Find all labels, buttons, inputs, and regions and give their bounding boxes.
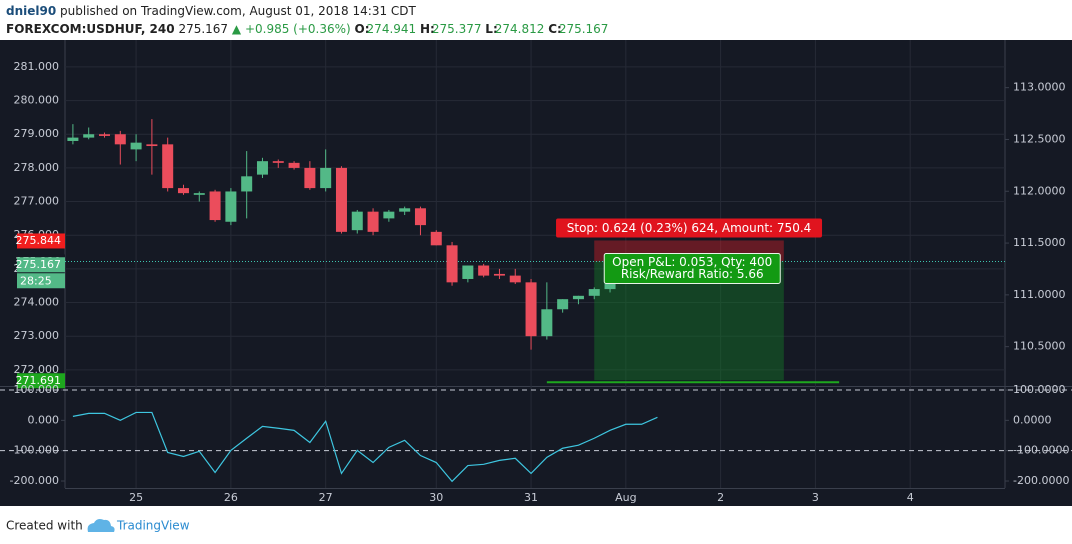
y-tick-label: 274.000 <box>14 296 60 309</box>
y2-tick-label: -100.0000 <box>1013 444 1069 457</box>
y-tick-label: 273.000 <box>14 329 60 342</box>
tradingview-logo <box>87 519 115 532</box>
y-tick-label: -100.000 <box>10 444 59 457</box>
candle-body <box>572 295 584 300</box>
close-label: C: <box>548 22 562 36</box>
open: 274.941 <box>367 22 417 36</box>
candle-body <box>351 211 363 231</box>
footer-created: Created with <box>6 519 83 533</box>
y-tick-label: 272.000 <box>14 363 60 376</box>
candle-body <box>67 137 79 141</box>
x-tick-label: 26 <box>224 491 238 504</box>
y-tick-label: 281.000 <box>14 60 60 73</box>
x-tick-label: 25 <box>129 491 143 504</box>
candle-body <box>367 211 379 232</box>
change: +0.985 (+0.36%) <box>245 22 351 36</box>
candle-body <box>272 161 284 163</box>
x-tick-label: 4 <box>907 491 914 504</box>
x-tick-label: 3 <box>812 491 819 504</box>
last-price-label: 275.167 <box>16 258 62 271</box>
candle-body <box>446 245 458 283</box>
y-tick-label: 279.000 <box>14 127 60 140</box>
close: 275.167 <box>559 22 609 36</box>
stop-price-label: 275.844 <box>16 234 62 247</box>
candle-body <box>130 142 142 150</box>
y2-tick-label: 111.5000 <box>1013 236 1066 249</box>
candle-body <box>525 282 537 337</box>
published: published on TradingView.com, August 01,… <box>60 4 416 18</box>
y-tick-label: 280.000 <box>14 94 60 107</box>
x-tick-label: 31 <box>524 491 538 504</box>
symbol-line: FOREXCOM:USDHUF, 240 275.167 ▲ +0.985 (+… <box>6 22 608 36</box>
candle-body <box>557 299 569 310</box>
candle-body <box>462 265 474 279</box>
candle-body <box>430 231 442 246</box>
candle-body <box>98 134 110 136</box>
candle-body <box>225 191 237 222</box>
target-price-label: 271.691 <box>16 374 62 387</box>
candle-body <box>478 265 490 276</box>
candle-body <box>493 273 505 276</box>
header-line: dniel90 published on TradingView.com, Au… <box>6 4 417 18</box>
stop-callout: Stop: 0.624 (0.23%) 624, Amount: 750.4 <box>567 221 812 235</box>
ratio-callout: Risk/Reward Ratio: 5.66 <box>621 267 764 281</box>
candle-body <box>162 144 174 189</box>
y-tick-label: 0.000 <box>28 413 60 426</box>
low: 274.812 <box>495 22 545 36</box>
countdown-box <box>17 273 65 289</box>
indicator-line <box>72 411 658 483</box>
candle-body <box>320 167 332 189</box>
candle-body <box>209 191 221 221</box>
footer-brand[interactable]: TradingView <box>116 519 190 533</box>
pnl-callout: Open P&L: 0.053, Qty: 400 <box>612 255 772 269</box>
x-tick-label: Aug <box>615 491 636 504</box>
y-tick-label: 277.000 <box>14 195 60 208</box>
last-price: 275.167 <box>178 22 228 36</box>
candle-body <box>146 144 158 147</box>
x-tick-label: 2 <box>717 491 724 504</box>
last-price-label-box <box>17 257 65 273</box>
arrow: ▲ <box>232 22 242 36</box>
candle-body <box>541 309 553 337</box>
y-tick-label: 278.000 <box>14 161 60 174</box>
low-label: L: <box>485 22 497 36</box>
candle-body <box>288 162 300 168</box>
x-tick-label: 30 <box>429 491 443 504</box>
target-price-label-box <box>17 373 65 389</box>
candle-body <box>604 278 616 290</box>
y2-tick-label: -200.0000 <box>1013 474 1069 487</box>
y2-tick-label: 113.0000 <box>1013 81 1066 94</box>
candle-body <box>383 211 395 219</box>
y2-tick-label: 0.0000 <box>1013 413 1052 426</box>
pnl-callout-box <box>603 252 781 284</box>
y-tick-label: -200.000 <box>10 474 59 487</box>
x-tick-label: 27 <box>319 491 333 504</box>
stop-callout-box <box>556 218 823 238</box>
candle-body <box>399 208 411 212</box>
candle-body <box>114 134 126 145</box>
candle-body <box>177 188 189 194</box>
candle-body <box>335 167 347 232</box>
countdown: 28:25 <box>20 274 52 287</box>
author: dniel90 <box>6 4 56 18</box>
high-label: H: <box>420 22 435 36</box>
candle-body <box>509 275 521 283</box>
candle-body <box>193 193 205 195</box>
candle-body <box>83 134 95 138</box>
stop-price-label-box <box>17 233 65 249</box>
symbol: FOREXCOM:USDHUF, 240 <box>6 22 175 36</box>
y2-tick-label: 112.5000 <box>1013 132 1066 145</box>
candle-body <box>256 161 268 175</box>
y2-tick-label: 111.0000 <box>1013 288 1066 301</box>
chart-background <box>0 40 1072 506</box>
candle-body <box>304 167 316 189</box>
high: 275.377 <box>432 22 482 36</box>
y2-tick-label: 112.0000 <box>1013 184 1066 197</box>
open-label: O: <box>355 22 370 36</box>
candle-body <box>414 208 426 226</box>
y2-tick-label: 110.5000 <box>1013 340 1066 353</box>
candle-body <box>588 289 600 296</box>
candle-body <box>241 176 253 192</box>
